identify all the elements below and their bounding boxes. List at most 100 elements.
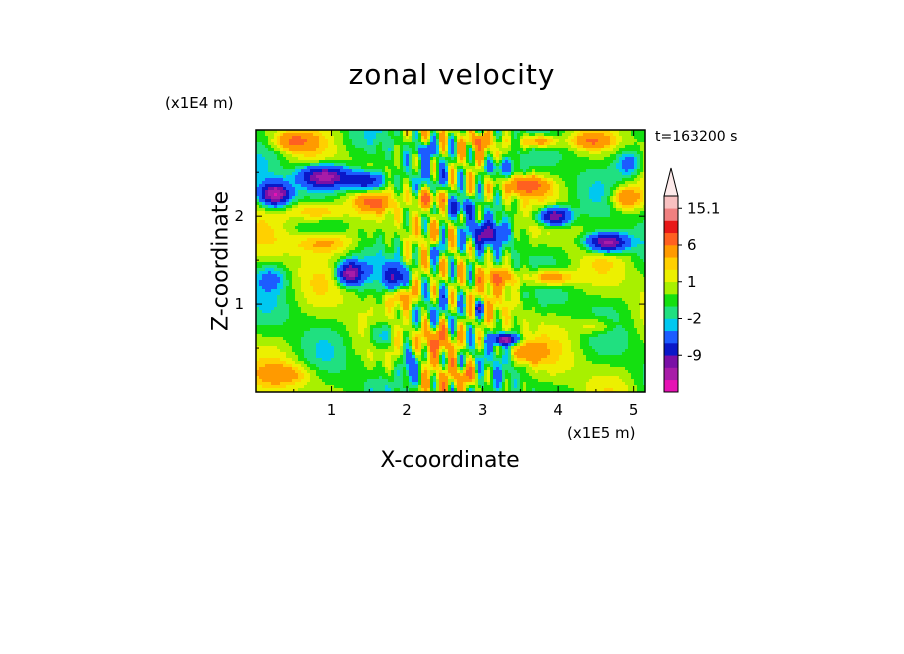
field-cell (475, 190, 479, 194)
field-cell (631, 205, 635, 209)
field-cell (502, 199, 506, 203)
field-cell (535, 130, 539, 134)
field-cell (640, 145, 644, 149)
field-cell (571, 160, 575, 164)
field-cell (517, 235, 521, 239)
field-cell (298, 199, 302, 203)
field-cell (409, 223, 413, 227)
field-cell (502, 169, 506, 173)
field-cell (283, 229, 287, 233)
field-cell (259, 190, 263, 194)
field-cell (610, 130, 614, 134)
field-cell (565, 220, 569, 224)
field-cell (271, 187, 275, 191)
field-cell (277, 148, 281, 152)
field-cell (565, 136, 569, 140)
field-cell (472, 208, 476, 212)
field-cell (559, 172, 563, 176)
field-cell (577, 175, 581, 179)
field-cell (337, 208, 341, 212)
field-cell (295, 154, 299, 158)
field-cell (412, 226, 416, 230)
field-cell (310, 163, 314, 167)
field-cell (286, 208, 290, 212)
field-cell (355, 184, 359, 188)
field-cell (562, 238, 566, 242)
field-cell (370, 196, 374, 200)
field-cell (439, 193, 443, 197)
field-cell (640, 166, 644, 170)
field-cell (370, 229, 374, 233)
field-cell (307, 202, 311, 206)
field-cell (364, 235, 368, 239)
field-cell (607, 151, 611, 155)
field-cell (325, 229, 329, 233)
field-cell (352, 133, 356, 137)
field-cell (304, 160, 308, 164)
field-cell (280, 139, 284, 143)
field-cell (325, 202, 329, 206)
field-cell (301, 244, 305, 248)
field-cell (448, 130, 452, 134)
field-cell (406, 169, 410, 173)
field-cell (508, 175, 512, 179)
field-cell (379, 160, 383, 164)
field-cell (268, 139, 272, 143)
field-cell (325, 220, 329, 224)
field-cell (622, 193, 626, 197)
field-cell (628, 133, 632, 137)
field-cell (325, 169, 329, 173)
field-cell (280, 202, 284, 206)
field-cell (388, 220, 392, 224)
field-cell (334, 136, 338, 140)
field-cell (358, 187, 362, 191)
field-cell (256, 169, 260, 173)
field-cell (256, 154, 260, 158)
field-cell (496, 172, 500, 176)
field-cell (637, 172, 641, 176)
field-cell (343, 184, 347, 188)
field-cell (355, 166, 359, 170)
field-cell (328, 190, 332, 194)
field-cell (403, 184, 407, 188)
field-cell (454, 235, 458, 239)
field-cell (361, 232, 365, 236)
field-cell (598, 136, 602, 140)
field-cell (403, 172, 407, 176)
field-cell (643, 154, 645, 158)
field-cell (550, 235, 554, 239)
field-cell (367, 151, 371, 155)
field-cell (418, 238, 422, 242)
field-cell (433, 187, 437, 191)
field-cell (508, 136, 512, 140)
field-cell (433, 199, 437, 203)
field-cell (286, 226, 290, 230)
field-cell (460, 196, 464, 200)
field-cell (643, 208, 645, 212)
field-cell (430, 139, 434, 143)
field-cell (523, 169, 527, 173)
field-cell (388, 175, 392, 179)
field-cell (271, 166, 275, 170)
field-cell (598, 241, 602, 245)
field-cell (607, 193, 611, 197)
field-cell (304, 130, 308, 134)
field-cell (490, 139, 494, 143)
field-cell (367, 229, 371, 233)
field-cell (598, 226, 602, 230)
field-cell (424, 229, 428, 233)
field-cell (394, 142, 398, 146)
field-cell (346, 142, 350, 146)
field-cell (610, 160, 614, 164)
field-cell (571, 133, 575, 137)
field-cell (337, 163, 341, 167)
field-cell (262, 220, 266, 224)
field-cell (409, 148, 413, 152)
field-cell (526, 133, 530, 137)
field-cell (274, 229, 278, 233)
field-cell (349, 226, 353, 230)
field-cell (412, 136, 416, 140)
field-cell (295, 202, 299, 206)
field-cell (355, 190, 359, 194)
field-cell (586, 223, 590, 227)
